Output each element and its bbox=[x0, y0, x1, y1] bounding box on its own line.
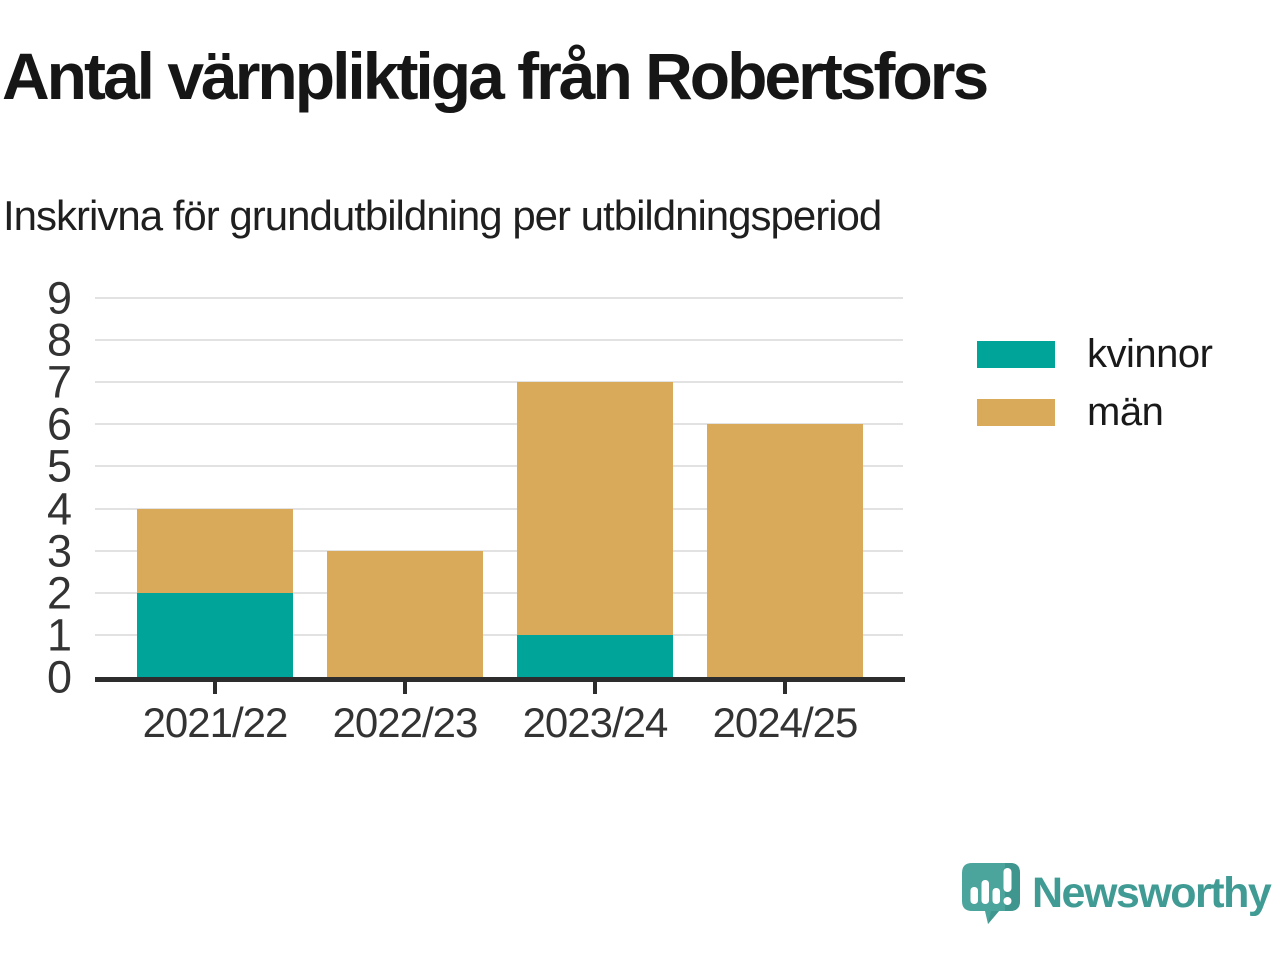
gridline bbox=[95, 423, 903, 426]
x-axis-tick bbox=[783, 682, 787, 694]
gridline bbox=[95, 507, 903, 510]
y-tick-label: 0 bbox=[46, 651, 72, 703]
brand-wordmark: Newsworthy bbox=[1032, 868, 1272, 917]
logo-exclamation-dot-icon bbox=[1003, 897, 1012, 905]
y-tick-label: 6 bbox=[46, 398, 72, 450]
logo-exclamation-icon bbox=[1003, 868, 1012, 892]
y-tick-label: 1 bbox=[46, 609, 72, 661]
bar-segment-kvinnor bbox=[137, 592, 293, 677]
bar-segment-män bbox=[137, 508, 293, 593]
chart-subtitle: Inskrivna för grundutbildning per utbild… bbox=[3, 192, 882, 239]
x-axis-tick bbox=[213, 682, 217, 694]
chart-title: Antal värnpliktiga från Robertsfors bbox=[2, 39, 989, 113]
logo-bar-icon bbox=[981, 880, 989, 904]
legend-item-kvinnor: kvinnor bbox=[977, 332, 1213, 376]
x-tick-label: 2023/24 bbox=[522, 699, 669, 746]
gridline bbox=[95, 633, 903, 636]
legend-label: kvinnor bbox=[1087, 332, 1213, 376]
y-tick-label: 9 bbox=[46, 272, 72, 324]
gridline bbox=[95, 591, 903, 594]
gridline bbox=[95, 465, 903, 468]
x-tick-label: 2021/22 bbox=[142, 699, 289, 746]
bar-segment-kvinnor bbox=[517, 634, 673, 677]
gridline bbox=[95, 381, 903, 384]
plot-area: 0 1 2 3 4 5 6 7 8 9 2021/22 2022/23 2023/24 2024/25 bbox=[47, 276, 905, 746]
y-tick-label: 2 bbox=[46, 567, 72, 619]
y-tick-label: 8 bbox=[46, 314, 72, 366]
bar-segment-män bbox=[327, 550, 483, 677]
legend-item-män: män bbox=[977, 390, 1212, 434]
branding: Newsworthy bbox=[961, 861, 1272, 925]
newsworthy-logo-icon bbox=[962, 863, 1020, 924]
y-tick-label: 7 bbox=[46, 356, 72, 408]
bar-segment-män bbox=[517, 382, 673, 635]
y-tick-label: 5 bbox=[46, 440, 72, 492]
x-tick-label: 2022/23 bbox=[332, 699, 479, 746]
logo-bar-icon bbox=[992, 888, 1000, 904]
x-tick-label: 2024/25 bbox=[712, 699, 859, 746]
y-tick-label: 3 bbox=[46, 525, 72, 577]
x-axis-tick bbox=[593, 682, 597, 694]
gridline bbox=[95, 339, 903, 342]
gridline bbox=[95, 549, 903, 552]
legend: kvinnor män bbox=[977, 332, 1213, 457]
legend-swatch bbox=[977, 341, 1055, 368]
bar-segment-män bbox=[707, 424, 863, 677]
y-tick-label: 4 bbox=[46, 483, 72, 535]
legend-label: män bbox=[1087, 390, 1164, 434]
logo-bar-icon bbox=[970, 887, 978, 904]
legend-swatch bbox=[977, 399, 1055, 426]
x-axis-tick bbox=[403, 682, 407, 694]
gridline bbox=[95, 297, 903, 299]
x-axis-line bbox=[95, 677, 905, 682]
